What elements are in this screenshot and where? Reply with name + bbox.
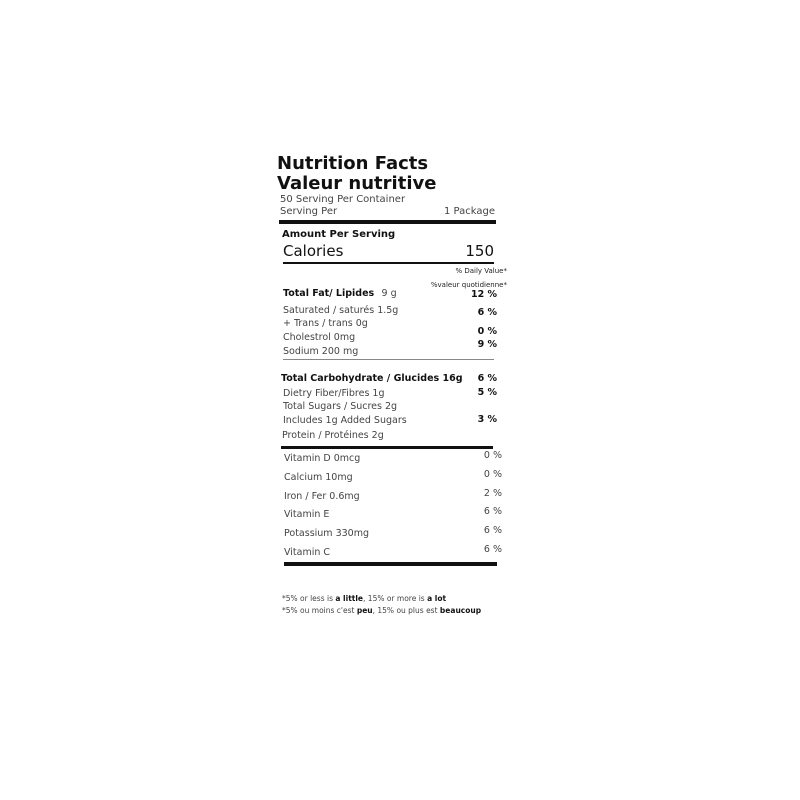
dv-iron: 2 % <box>483 488 502 499</box>
nutrient-saturated: Saturated / saturés 1.5g <box>283 305 399 316</box>
nutrient-trans: + Trans / trans 0g <box>283 318 368 329</box>
divider-thick <box>279 220 496 224</box>
dv-calcium: 0 % <box>483 469 502 480</box>
divider-thick <box>281 446 493 449</box>
calories-label: Calories <box>283 242 344 260</box>
dv-fiber: 5 % <box>477 387 497 398</box>
serving-label: Serving Per <box>280 206 338 217</box>
dv-vitamin-d: 0 % <box>483 450 502 461</box>
calcium: Calcium 10mg <box>284 472 353 483</box>
dv-saturated: 6 % <box>477 307 497 318</box>
vitamin-d: Vitamin D 0mcg <box>284 453 361 464</box>
nutrient-sugars: Total Sugars / Sucres 2g <box>283 401 398 412</box>
nutrient-cholesterol: Cholestrol 0mg <box>283 332 356 343</box>
dv-potassium: 6 % <box>483 525 502 536</box>
divider-thin <box>283 359 494 360</box>
nutrient-fiber: Dietry Fiber/Fibres 1g <box>283 388 385 399</box>
divider-calories <box>283 262 494 264</box>
divider-bottom <box>284 562 497 566</box>
vitamin-e: Vitamin E <box>284 509 330 520</box>
serving-value: 1 Package <box>444 206 495 217</box>
dv-added-sugars: 3 % <box>477 414 497 425</box>
potassium: Potassium 330mg <box>284 528 369 539</box>
vitamin-c: Vitamin C <box>284 547 331 558</box>
footnote-en: *5% or less is a little, 15% or more is … <box>282 594 447 603</box>
footnote-fr: *5% ou moins c'est peu, 15% ou plus est … <box>282 606 482 615</box>
iron: Iron / Fer 0.6mg <box>284 491 360 502</box>
daily-value-en: % Daily Value* <box>455 267 507 275</box>
dv-total-carb: 6 % <box>477 373 497 384</box>
dv-total-fat: 12 % <box>470 289 497 300</box>
nutrient-total-fat: Total Fat/ Lipides 9 g <box>283 288 397 299</box>
dv-vitamin-c: 6 % <box>483 544 502 555</box>
amount-per-serving: Amount Per Serving <box>282 229 396 240</box>
dv-vitamin-e: 6 % <box>483 506 502 517</box>
title-en: Nutrition Facts <box>277 153 429 174</box>
title-fr: Valeur nutritive <box>277 173 437 194</box>
nutrient-added-sugars: Includes 1g Added Sugars <box>283 415 407 426</box>
servings-per-container: 50 Serving Per Container <box>280 194 406 205</box>
nutrient-total-carb: Total Carbohydrate / Glucides 16g <box>281 373 463 384</box>
dv-trans: 0 % <box>477 326 497 337</box>
calories-value: 150 <box>465 242 494 260</box>
dv-cholesterol: 9 % <box>477 339 497 350</box>
nutrient-protein: Protein / Protéines 2g <box>282 430 384 441</box>
nutrient-sodium: Sodium 200 mg <box>283 346 359 357</box>
daily-value-fr: %valeur quotidienne* <box>430 281 507 289</box>
